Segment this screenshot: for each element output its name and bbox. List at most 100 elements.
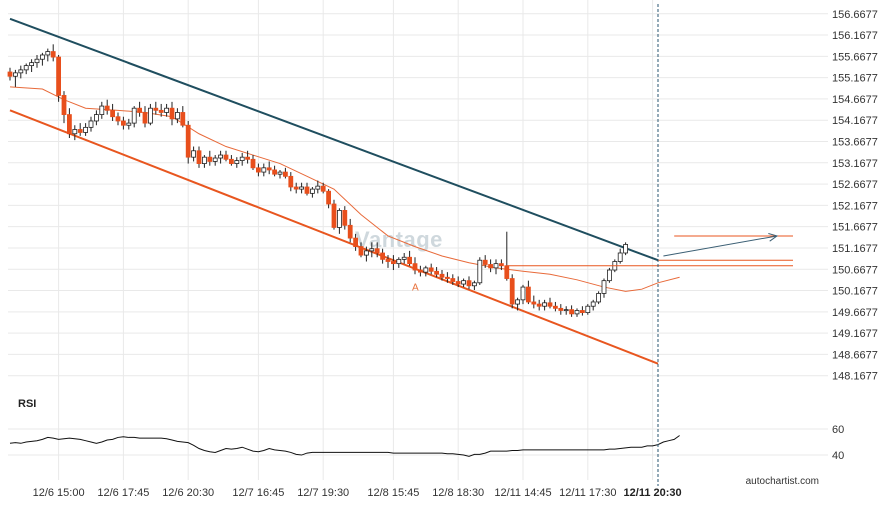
candle-body: [380, 252, 386, 260]
y-tick-label: 148.6677: [832, 349, 878, 361]
candle-body: [601, 280, 607, 294]
candle: [45, 48, 51, 62]
rsi-layer: [9, 435, 680, 457]
candle: [423, 265, 429, 277]
candle: [347, 218, 353, 243]
candle: [104, 99, 110, 115]
candle: [617, 248, 623, 264]
candle-body: [320, 185, 326, 192]
candle: [255, 163, 261, 177]
candle: [444, 272, 450, 283]
candle: [623, 242, 628, 256]
y-tick-label: 154.1677: [832, 115, 878, 127]
candle-body: [434, 270, 440, 275]
candle: [363, 246, 369, 262]
candle-body: [417, 269, 423, 273]
rsi-line: [9, 435, 680, 457]
y-tick-label: 151.6677: [832, 222, 878, 234]
candle: [180, 106, 186, 128]
y-tick-label: 150.1677: [832, 286, 878, 298]
candle-body: [185, 124, 191, 158]
candle-body: [385, 258, 391, 262]
rsi-y-tick-label: 40: [832, 450, 844, 462]
resistance-trend-line: [9, 17, 659, 262]
candle: [272, 165, 278, 177]
candle: [234, 157, 240, 168]
candle: [563, 306, 569, 315]
price-panel-background: [8, 0, 828, 393]
candle: [509, 274, 515, 309]
candle: [18, 65, 24, 79]
candle: [569, 305, 574, 317]
x-tick-label: 12/8 18:30: [432, 487, 484, 499]
candle-body: [153, 107, 159, 111]
candle-body: [623, 244, 628, 254]
candle-body: [104, 105, 110, 111]
x-tick-label: 12/7 16:45: [232, 487, 284, 499]
candle: [450, 274, 456, 285]
y-tick-label: 154.6677: [832, 94, 878, 106]
candle: [12, 69, 18, 87]
channel-lines-layer: [9, 17, 659, 365]
candle-body: [315, 185, 321, 190]
candle-body: [293, 186, 299, 190]
candle: [77, 123, 83, 136]
candle: [466, 276, 472, 290]
candle: [239, 152, 245, 166]
candle: [115, 112, 121, 126]
candle: [169, 101, 175, 126]
candle: [455, 276, 461, 288]
candle: [558, 304, 564, 315]
candle-body: [99, 105, 105, 115]
candle-body: [401, 256, 407, 260]
candle: [607, 267, 612, 283]
candle: [553, 301, 558, 312]
candle: [61, 91, 67, 124]
candle-body: [336, 210, 342, 228]
candle: [428, 263, 434, 275]
rsi-panel-background: [8, 393, 828, 500]
candle-body: [569, 309, 574, 315]
candle: [207, 150, 213, 166]
candle: [439, 270, 445, 281]
candle-body: [428, 267, 434, 272]
candle: [110, 103, 115, 121]
candle-body: [164, 107, 170, 113]
candle-body: [580, 310, 585, 314]
candle-body: [196, 150, 202, 164]
candle: [590, 299, 596, 311]
candle-body: [536, 303, 542, 307]
candle-body: [488, 264, 494, 269]
candle: [34, 54, 40, 68]
candle-body: [531, 301, 537, 305]
watermark-text: Vantage: [355, 227, 443, 252]
candle-body: [342, 210, 348, 226]
y-tick-label: 148.1677: [832, 371, 878, 383]
candle-body: [218, 154, 224, 159]
candle: [158, 103, 164, 117]
candle-body: [412, 263, 418, 271]
candle-body: [444, 276, 450, 279]
candle-body: [234, 160, 240, 164]
candle: [299, 182, 305, 194]
candle-body: [526, 286, 531, 303]
candle-body: [590, 301, 596, 307]
candle: [390, 255, 396, 271]
candle: [320, 182, 326, 194]
candles-layer: [7, 44, 628, 317]
candle: [201, 155, 207, 168]
candle: [353, 233, 359, 251]
candle: [277, 169, 283, 179]
candle: [315, 180, 321, 194]
candle-body: [477, 259, 483, 284]
candle-body: [50, 51, 56, 58]
candle: [336, 208, 342, 234]
candle: [477, 257, 483, 285]
candle-body: [596, 293, 601, 303]
candle: [461, 278, 467, 288]
y-tick-label: 155.1677: [832, 73, 878, 85]
candle-body: [509, 278, 515, 305]
candle-body: [471, 282, 477, 287]
candle: [531, 295, 537, 309]
